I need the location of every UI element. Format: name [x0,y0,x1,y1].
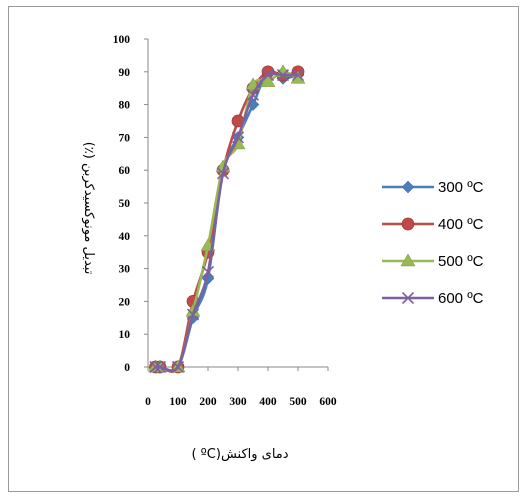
legend-label: 300 ºC [438,179,484,196]
data-point-stroke [201,265,215,278]
y-axis-title: تبدیل مونوکسیدکربن (٪) [81,142,96,275]
x-tick-label: 300 [229,396,247,408]
data-point [260,74,276,87]
y-tick-label: 50 [119,198,131,210]
data-point [246,88,260,101]
x-tick-label: 500 [289,396,307,408]
x-tick-label: 400 [259,396,277,408]
legend-marker [401,291,415,305]
x-tick-label: 200 [199,396,217,408]
legend-item: 500 ºC [382,253,484,270]
data-point-stroke [186,308,200,321]
series-1 [149,65,305,374]
y-tick-label: 100 [113,34,131,46]
data-point-stroke [231,131,245,144]
series-layer [148,64,306,374]
data-point [149,360,162,374]
data-point [276,69,290,82]
data-point [171,360,185,374]
series-line [155,72,298,372]
series-line [155,70,299,373]
y-tick-label: 80 [119,100,131,112]
legend-item: 400 ºC [382,216,484,233]
x-tick-label: 0 [145,396,151,408]
data-point [216,167,230,180]
legend-label: 600 ºC [438,290,484,307]
data-point-stroke [153,360,167,374]
data-point [261,69,275,82]
y-tick-label: 0 [124,362,130,374]
y-tick-label: 70 [119,132,131,144]
legend-marker-stroke [401,291,415,305]
y-tick-label: 40 [119,231,131,243]
data-point-stroke [276,69,290,82]
data-point [201,265,215,278]
y-tick-label: 60 [119,165,131,177]
data-point-stroke [216,167,230,180]
y-tick-label: 90 [119,67,131,79]
x-axis-title: دمای واکنش(ºC ) [191,447,288,462]
legend-label: 400 ºC [438,216,484,233]
legend-marker [401,217,415,231]
axes: 0 10 20 30 40 50 60 70 80 90 100 0 100 200 300 400 500 60… [113,34,337,408]
legend-marker [401,180,415,194]
data-point-stroke [149,360,162,374]
chart-frame [8,6,519,492]
y-tick-label: 30 [119,264,131,276]
y-tick-label: 20 [119,296,131,308]
legend-item: 300 ºC [382,179,484,196]
data-point [290,70,306,84]
data-point [231,131,245,144]
data-point-stroke [171,360,185,374]
data-point [153,360,167,374]
series-3 [149,69,305,374]
legend: 300 ºC 400 ºC 500 ºC 600 ºC [382,179,484,307]
legend-item: 600 ºC [382,290,484,307]
y-tick-label: 10 [119,329,131,341]
data-point [291,69,305,82]
series-line [155,69,299,372]
legend-marker [400,253,416,267]
series-line [155,70,299,373]
data-point [186,308,200,321]
x-tick-label: 100 [169,396,187,408]
series-2 [148,64,306,373]
data-point-stroke [246,88,260,101]
series-0 [149,65,305,374]
legend-label: 500 ºC [438,253,484,270]
data-point-stroke [261,69,275,82]
x-tick-label: 600 [319,396,337,408]
data-point-stroke [291,69,305,82]
